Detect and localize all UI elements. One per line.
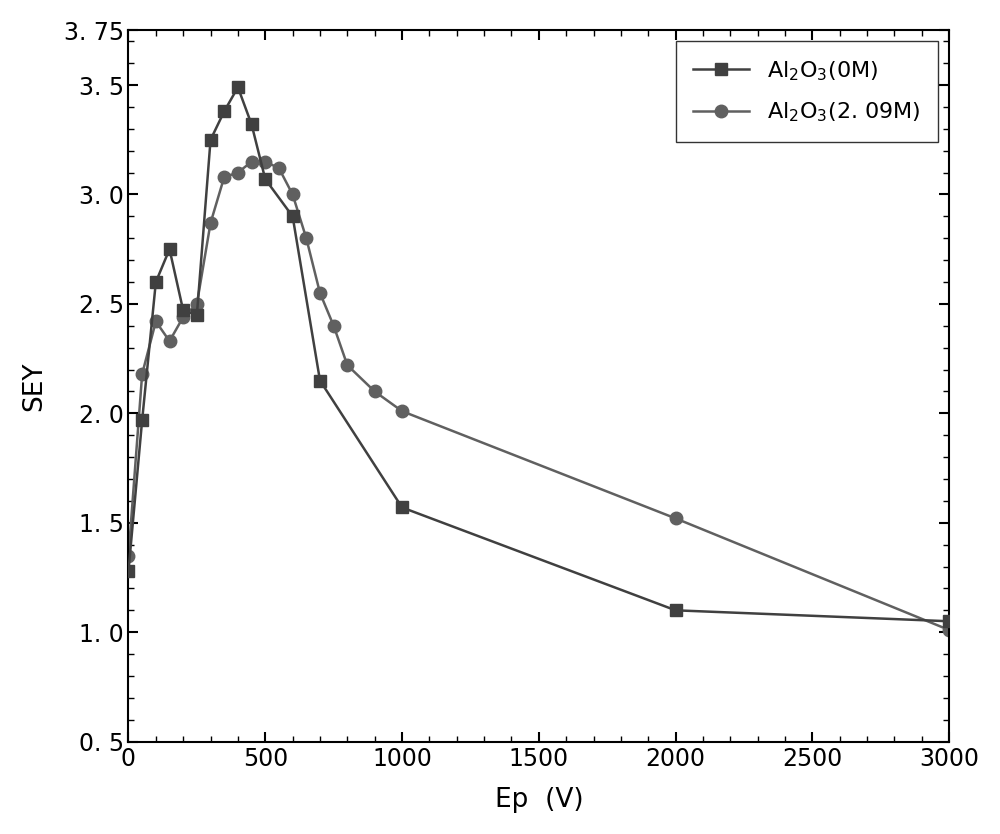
Al$_2$O$_3$(2. 09M) xyxy=(246,157,258,167)
Al$_2$O$_3$(0M) xyxy=(136,414,148,425)
Al$_2$O$_3$(0M) xyxy=(314,375,326,385)
Al$_2$O$_3$(2. 09M) xyxy=(218,172,230,182)
Y-axis label: SEY: SEY xyxy=(21,361,47,410)
Al$_2$O$_3$(0M) xyxy=(943,616,955,626)
Al$_2$O$_3$(0M) xyxy=(164,244,176,254)
Al$_2$O$_3$(2. 09M) xyxy=(300,234,312,244)
Al$_2$O$_3$(0M) xyxy=(259,174,271,184)
Al$_2$O$_3$(2. 09M) xyxy=(396,406,408,416)
Al$_2$O$_3$(2. 09M) xyxy=(287,189,299,199)
Al$_2$O$_3$(2. 09M) xyxy=(314,288,326,298)
Al$_2$O$_3$(0M) xyxy=(246,119,258,129)
Al$_2$O$_3$(0M) xyxy=(232,83,244,93)
Al$_2$O$_3$(0M) xyxy=(191,310,203,320)
Al$_2$O$_3$(2. 09M) xyxy=(191,299,203,309)
Al$_2$O$_3$(2. 09M) xyxy=(232,168,244,178)
X-axis label: Ep  (V): Ep (V) xyxy=(495,787,583,813)
Legend: Al$_2$O$_3$(0M), Al$_2$O$_3$(2. 09M): Al$_2$O$_3$(0M), Al$_2$O$_3$(2. 09M) xyxy=(676,42,938,142)
Al$_2$O$_3$(2. 09M) xyxy=(341,360,353,370)
Al$_2$O$_3$(0M) xyxy=(218,106,230,116)
Line: Al$_2$O$_3$(0M): Al$_2$O$_3$(0M) xyxy=(123,82,955,627)
Al$_2$O$_3$(2. 09M) xyxy=(273,163,285,173)
Al$_2$O$_3$(2. 09M) xyxy=(136,369,148,379)
Al$_2$O$_3$(0M) xyxy=(205,135,217,145)
Al$_2$O$_3$(2. 09M) xyxy=(943,625,955,635)
Al$_2$O$_3$(2. 09M) xyxy=(670,514,682,524)
Al$_2$O$_3$(2. 09M) xyxy=(177,312,189,322)
Al$_2$O$_3$(0M) xyxy=(287,211,299,221)
Al$_2$O$_3$(0M) xyxy=(150,277,162,287)
Al$_2$O$_3$(0M) xyxy=(670,605,682,615)
Line: Al$_2$O$_3$(2. 09M): Al$_2$O$_3$(2. 09M) xyxy=(122,155,955,636)
Al$_2$O$_3$(0M) xyxy=(122,566,134,576)
Al$_2$O$_3$(2. 09M) xyxy=(259,157,271,167)
Al$_2$O$_3$(2. 09M) xyxy=(205,218,217,228)
Al$_2$O$_3$(0M) xyxy=(177,305,189,315)
Al$_2$O$_3$(0M) xyxy=(396,502,408,512)
Al$_2$O$_3$(2. 09M) xyxy=(328,321,340,331)
Al$_2$O$_3$(2. 09M) xyxy=(164,336,176,346)
Al$_2$O$_3$(2. 09M) xyxy=(369,386,381,396)
Al$_2$O$_3$(2. 09M) xyxy=(122,550,134,560)
Al$_2$O$_3$(2. 09M) xyxy=(150,316,162,326)
